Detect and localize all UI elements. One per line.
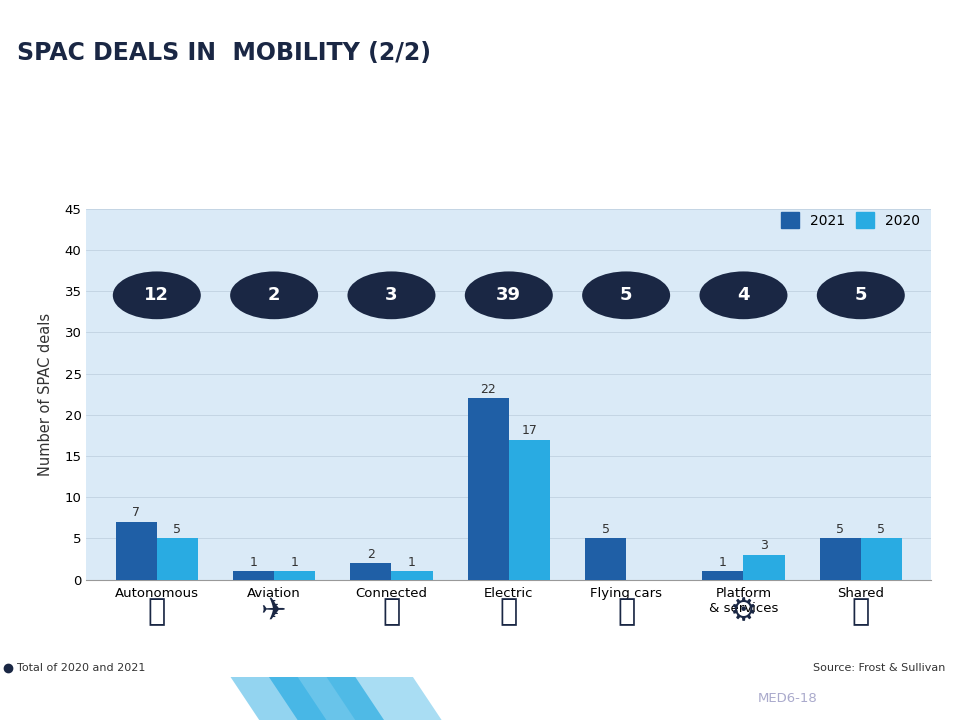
Text: 1: 1 — [250, 556, 257, 569]
Text: 📶: 📶 — [382, 598, 400, 626]
Text: 5: 5 — [877, 523, 885, 536]
Polygon shape — [326, 677, 442, 720]
Text: Total of 2020 and 2021: Total of 2020 and 2021 — [17, 663, 146, 672]
Text: 🔋: 🔋 — [499, 598, 518, 626]
Bar — [820, 539, 861, 580]
Bar — [233, 572, 275, 580]
Text: 7: 7 — [132, 506, 140, 519]
Ellipse shape — [700, 271, 787, 319]
Text: 5: 5 — [174, 523, 181, 536]
Text: 🔗: 🔗 — [852, 598, 870, 626]
Text: 2: 2 — [367, 548, 374, 561]
Ellipse shape — [112, 271, 201, 319]
Text: SPAC DEALS IN  MOBILITY (2/2): SPAC DEALS IN MOBILITY (2/2) — [17, 41, 431, 65]
Ellipse shape — [348, 271, 436, 319]
Text: EV related SPAC  deals are growing followed by urban air mobility (Flying Cars) : EV related SPAC deals are growing follow… — [17, 93, 924, 123]
Text: ✈️: ✈️ — [261, 598, 287, 626]
Text: ⚙️: ⚙️ — [730, 598, 757, 626]
Text: 39: 39 — [496, 287, 521, 305]
Text: 🚗: 🚗 — [148, 598, 166, 626]
Bar — [743, 555, 784, 580]
Bar — [116, 522, 156, 580]
Bar — [703, 572, 743, 580]
Polygon shape — [269, 677, 384, 720]
Text: 1: 1 — [719, 556, 727, 569]
Text: 3: 3 — [760, 539, 768, 552]
Text: 32: 32 — [915, 690, 938, 707]
Text: Automotive SPAC deals, by Segment, Global, 2020 & 2021: Automotive SPAC deals, by Segment, Globa… — [218, 160, 742, 175]
Text: 1: 1 — [291, 556, 299, 569]
Ellipse shape — [230, 271, 318, 319]
Text: Source: Frost & Sullivan: Source: Frost & Sullivan — [813, 663, 946, 672]
Text: 5: 5 — [836, 523, 844, 536]
Text: 1: 1 — [408, 556, 416, 569]
Bar — [861, 539, 901, 580]
Text: MED6-18: MED6-18 — [757, 692, 817, 705]
Text: 🚁: 🚁 — [617, 598, 636, 626]
Text: 5: 5 — [620, 287, 633, 305]
Polygon shape — [230, 677, 326, 720]
Text: 22: 22 — [480, 383, 496, 396]
Text: 12: 12 — [144, 287, 169, 305]
Text: 5: 5 — [602, 523, 610, 536]
Bar — [392, 572, 433, 580]
Text: 2: 2 — [268, 287, 280, 305]
Text: 4: 4 — [737, 287, 750, 305]
Ellipse shape — [465, 271, 553, 319]
Bar — [468, 398, 509, 580]
Ellipse shape — [582, 271, 670, 319]
Ellipse shape — [817, 271, 904, 319]
Y-axis label: Number of SPAC deals: Number of SPAC deals — [38, 312, 54, 476]
Bar — [156, 539, 198, 580]
Bar — [509, 439, 550, 580]
Bar — [350, 563, 392, 580]
Text: 5: 5 — [854, 287, 867, 305]
Legend: 2021, 2020: 2021, 2020 — [777, 208, 924, 232]
Text: 17: 17 — [521, 424, 538, 437]
Bar — [275, 572, 315, 580]
Text: FROST & SULLIVAN: FROST & SULLIVAN — [17, 691, 181, 706]
Bar — [585, 539, 626, 580]
Text: 3: 3 — [385, 287, 397, 305]
